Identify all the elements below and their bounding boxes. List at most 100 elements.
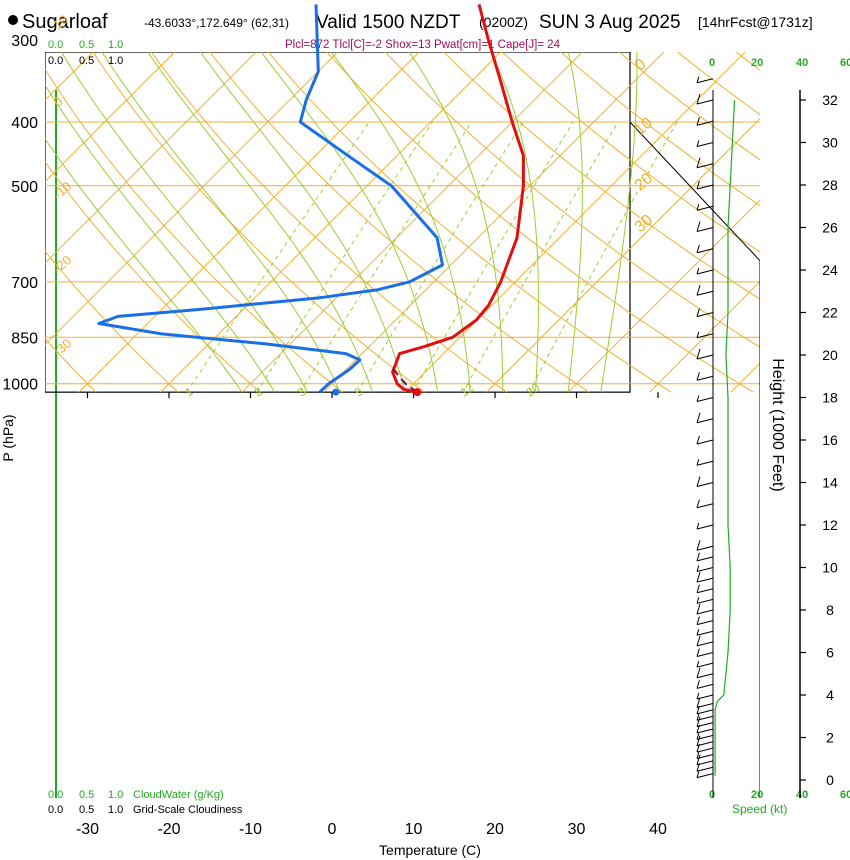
wind-barb-shaft (696, 747, 714, 753)
height-tick-label: 26 (822, 220, 838, 236)
height-tick-label: 10 (822, 560, 838, 576)
wind-barb (696, 616, 714, 626)
wind-barb (696, 117, 714, 126)
wind-barb (696, 716, 714, 728)
pressure-tick-label: 850 (11, 330, 38, 347)
temp-tick-label: 0 (328, 821, 337, 838)
dry-adiabat-line (92, 52, 425, 393)
isotherm-line (323, 52, 665, 393)
wind-barb (696, 571, 714, 583)
cloudiness-title: Grid-Scale Cloudiness (133, 804, 243, 816)
wind-barb (696, 565, 714, 572)
isotherm-label: -10 (50, 178, 74, 202)
wind-barb-shaft (696, 728, 714, 734)
isotherm-line (45, 52, 257, 264)
wind-barb-flag (696, 733, 700, 740)
speed-tick-top-1: 20 (751, 57, 763, 69)
speed-tick-top-3: 60 (840, 57, 850, 69)
wind-barb-shaft (696, 184, 714, 190)
wind-barb-flag (696, 735, 701, 746)
wind-barb-flag (696, 571, 701, 583)
moist-adiabat-line (490, 52, 539, 393)
temp-tick-label: -30 (76, 821, 99, 838)
wind-barb (696, 522, 714, 530)
wind-barb (696, 629, 714, 636)
pressure-tick-label: 700 (11, 275, 38, 292)
wind-barb-shaft (696, 703, 714, 708)
wind-barb-shaft (696, 163, 714, 169)
wind-barb-flag (696, 76, 700, 83)
wind-barb (696, 635, 714, 647)
mixing-ratio-label: 12 (458, 380, 477, 399)
height-tick-label: 12 (822, 517, 838, 533)
wind-barb-flag (696, 635, 701, 647)
wind-barb-shaft (696, 78, 714, 84)
wind-barb (696, 140, 714, 147)
cloudwater-tick-bottom-1: 0.5 (79, 789, 94, 801)
wind-barb-shaft (696, 715, 714, 721)
wind-barb (696, 697, 714, 708)
height-tick-label: 14 (822, 475, 838, 491)
height-tick-label: 4 (826, 687, 834, 703)
speed-tick-top-0: 0 (709, 57, 715, 69)
wind-barb (696, 244, 714, 254)
wind-barb-shaft (696, 333, 714, 339)
temp-tick-label: 30 (568, 821, 586, 838)
speed-tick-bottom-3: 60 (840, 789, 850, 801)
dry-adiabat-line (443, 52, 760, 300)
wind-barb-flag (696, 331, 700, 338)
cloudiness-tick-top-0: 0.0 (48, 55, 63, 67)
moist-adiabat-line (101, 52, 341, 393)
wind-barb-shaft (696, 577, 714, 583)
wind-barb-shaft (696, 99, 714, 105)
wind-barb-flag (696, 499, 700, 508)
wind-barb-shaft (696, 567, 714, 572)
wind-barb (696, 476, 714, 487)
height-tick-label: 6 (826, 645, 834, 661)
wind-barb (696, 372, 714, 381)
cloud-axes: 0.0 0.5 1.0 0.0 0.5 1.0 0.0 0.5 1.0 Clou… (48, 39, 243, 816)
wind-barb-flag (696, 204, 700, 211)
dry-adiabat-line (559, 52, 760, 207)
wind-barb-shaft (696, 652, 714, 657)
wind-barb-flag (696, 552, 700, 562)
wind-barb-flag (696, 476, 701, 487)
pressure-tick-label: 400 (11, 115, 38, 132)
wind-barb-shaft (696, 312, 714, 317)
temp-tick-label: 10 (405, 821, 423, 838)
dry-adiabat-line (209, 52, 590, 393)
wind-barb-flag (696, 692, 700, 700)
dry-adiabat-line (501, 52, 760, 253)
wind-barb-flag (696, 754, 701, 766)
height-tick-label: 30 (822, 135, 838, 151)
wind-barb-shaft (696, 662, 714, 668)
wind-barb (696, 267, 714, 275)
dry-adiabat-line (712, 0, 850, 392)
height-tick-label: 2 (826, 730, 834, 746)
cloudwater-tick-top-0: 0.0 (48, 39, 63, 51)
wind-barb-flag (696, 412, 701, 423)
wind-barb-flag (696, 716, 701, 727)
valid-time: Valid 1500 NZDT (316, 12, 461, 33)
sounding-params: Plcl=872 Tlcl[C]=-2 Shox=13 Pwat[cm]=1 C… (285, 39, 561, 51)
surface-dewpoint-marker (332, 388, 340, 396)
cloudwater-tick-bottom-0: 0.0 (48, 789, 63, 801)
isotherm-label: 20 (632, 170, 657, 195)
wind-barb (696, 552, 714, 562)
wind-barb (696, 667, 714, 679)
wind-barb (696, 204, 714, 211)
wind-barb-shaft (696, 641, 714, 647)
isotherm-line (0, 52, 12, 392)
dry-adiabat-line (676, 52, 760, 116)
dry-adiabat-line (326, 52, 754, 393)
moist-adiabat-line (567, 52, 583, 393)
wind-barb-flag (696, 348, 701, 360)
speed-axis-title: Speed (kt) (732, 802, 787, 816)
wind-barb (696, 540, 714, 551)
wind-barb-flag (696, 565, 700, 572)
wind-barb-shaft (696, 760, 714, 766)
wind-barb-flag (696, 244, 700, 253)
isotherm-line (404, 52, 746, 393)
wind-barb (696, 771, 714, 779)
